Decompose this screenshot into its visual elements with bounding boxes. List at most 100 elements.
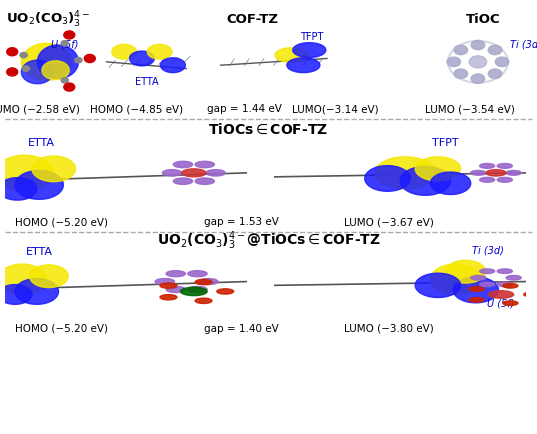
- Text: LUMO (−3.54 eV): LUMO (−3.54 eV): [425, 104, 515, 115]
- Text: UO$_2$(CO$_3$)$_3^{4-}$@TiOCs$\in$COF-TZ: UO$_2$(CO$_3$)$_3^{4-}$@TiOCs$\in$COF-TZ: [157, 230, 380, 252]
- Circle shape: [206, 170, 226, 176]
- Text: LUMO (−3.67 eV): LUMO (−3.67 eV): [344, 217, 434, 227]
- Circle shape: [480, 164, 495, 168]
- Polygon shape: [0, 155, 54, 191]
- Circle shape: [173, 161, 193, 168]
- Circle shape: [84, 54, 95, 62]
- Circle shape: [199, 279, 218, 285]
- Circle shape: [471, 276, 486, 280]
- Circle shape: [64, 31, 75, 39]
- Polygon shape: [453, 277, 498, 303]
- Text: HOMO (−4.85 eV): HOMO (−4.85 eV): [90, 104, 184, 115]
- Text: Ti (3d): Ti (3d): [473, 246, 504, 256]
- Polygon shape: [275, 48, 308, 62]
- Circle shape: [480, 269, 495, 273]
- Polygon shape: [0, 285, 32, 304]
- Polygon shape: [21, 60, 53, 84]
- Circle shape: [471, 74, 485, 83]
- Polygon shape: [147, 44, 172, 59]
- Text: U (5f): U (5f): [51, 39, 78, 49]
- Circle shape: [503, 301, 518, 306]
- Text: TFPT: TFPT: [300, 32, 323, 43]
- Text: COF-TZ: COF-TZ: [227, 13, 278, 26]
- Circle shape: [166, 286, 185, 293]
- Circle shape: [471, 40, 485, 50]
- Circle shape: [160, 283, 177, 288]
- Polygon shape: [375, 157, 436, 189]
- Text: ETTA: ETTA: [135, 77, 158, 87]
- Circle shape: [486, 170, 506, 176]
- Circle shape: [471, 171, 486, 175]
- Circle shape: [454, 45, 468, 55]
- Text: gap = 1.53 eV: gap = 1.53 eV: [204, 217, 279, 227]
- Circle shape: [506, 171, 521, 175]
- Polygon shape: [15, 279, 59, 304]
- Circle shape: [497, 282, 512, 286]
- Polygon shape: [42, 61, 69, 80]
- Circle shape: [469, 287, 484, 291]
- Circle shape: [155, 279, 175, 285]
- Text: U (5f): U (5f): [488, 299, 514, 309]
- Text: LUMO (−2.58 eV): LUMO (−2.58 eV): [0, 104, 80, 115]
- Polygon shape: [0, 264, 46, 294]
- Text: TiOC: TiOC: [466, 13, 500, 26]
- Polygon shape: [430, 172, 471, 194]
- Polygon shape: [365, 166, 410, 191]
- Circle shape: [497, 164, 512, 168]
- Circle shape: [75, 57, 82, 63]
- Circle shape: [480, 178, 495, 182]
- Circle shape: [180, 287, 207, 296]
- Circle shape: [488, 45, 502, 55]
- Text: gap = 1.40 eV: gap = 1.40 eV: [204, 324, 279, 334]
- Circle shape: [22, 66, 30, 71]
- Polygon shape: [0, 178, 37, 200]
- Text: HOMO (−5.20 eV): HOMO (−5.20 eV): [15, 324, 108, 334]
- Polygon shape: [38, 45, 78, 79]
- Text: LUMO(−3.14 eV): LUMO(−3.14 eV): [292, 104, 379, 115]
- Circle shape: [20, 53, 27, 58]
- Polygon shape: [293, 43, 326, 57]
- Circle shape: [160, 295, 177, 300]
- Circle shape: [195, 279, 212, 285]
- Circle shape: [497, 269, 512, 273]
- Text: UO$_2$(CO$_3$)$_3^{4-}$: UO$_2$(CO$_3$)$_3^{4-}$: [6, 10, 91, 30]
- Polygon shape: [15, 171, 63, 199]
- Polygon shape: [415, 273, 461, 297]
- Circle shape: [195, 178, 214, 184]
- Circle shape: [182, 169, 206, 177]
- Circle shape: [497, 178, 512, 182]
- Polygon shape: [129, 51, 154, 66]
- Circle shape: [7, 48, 18, 56]
- Polygon shape: [30, 265, 68, 288]
- Circle shape: [503, 283, 518, 288]
- Circle shape: [495, 57, 509, 66]
- Text: HOMO (−5.20 eV): HOMO (−5.20 eV): [15, 217, 108, 227]
- Circle shape: [173, 178, 193, 184]
- Circle shape: [166, 271, 185, 277]
- Text: gap = 1.44 eV: gap = 1.44 eV: [207, 104, 282, 115]
- Text: Ti (3d): Ti (3d): [510, 39, 537, 49]
- Circle shape: [480, 282, 495, 286]
- Circle shape: [524, 292, 537, 297]
- Polygon shape: [430, 264, 481, 294]
- Text: ETTA: ETTA: [26, 247, 53, 257]
- Circle shape: [469, 298, 484, 302]
- Polygon shape: [415, 157, 461, 181]
- Circle shape: [488, 291, 513, 298]
- Circle shape: [188, 286, 207, 293]
- Circle shape: [188, 271, 207, 277]
- Circle shape: [61, 41, 68, 46]
- Polygon shape: [400, 166, 451, 195]
- Polygon shape: [112, 44, 136, 59]
- Text: TFPT: TFPT: [432, 138, 459, 148]
- Text: LUMO (−3.80 eV): LUMO (−3.80 eV): [344, 324, 434, 334]
- Circle shape: [506, 276, 521, 280]
- Circle shape: [454, 69, 468, 79]
- Circle shape: [488, 69, 502, 79]
- Circle shape: [64, 83, 75, 91]
- Polygon shape: [446, 260, 486, 283]
- Circle shape: [195, 298, 212, 303]
- Text: TiOCs$\in$COF-TZ: TiOCs$\in$COF-TZ: [208, 123, 329, 137]
- Circle shape: [195, 161, 214, 168]
- Polygon shape: [21, 43, 71, 80]
